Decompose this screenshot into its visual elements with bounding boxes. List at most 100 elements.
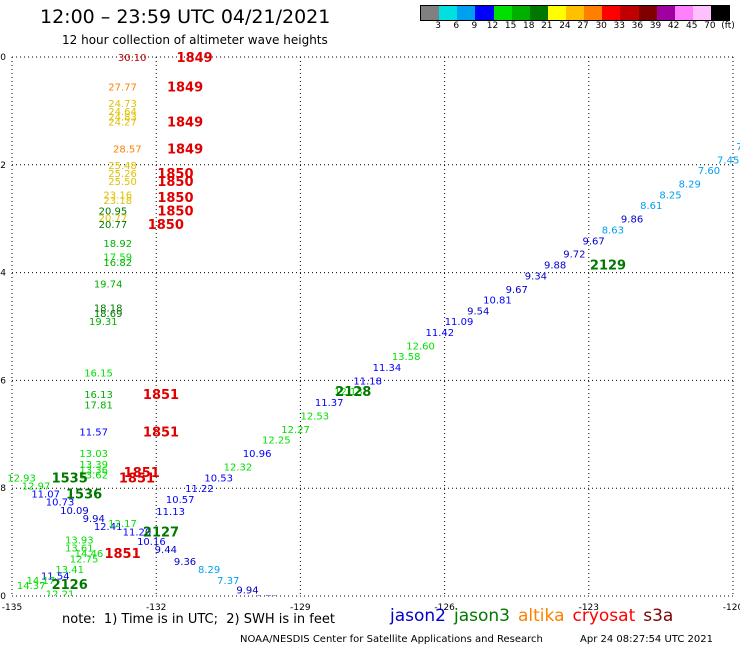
- y-tick-label: -52: [0, 161, 6, 171]
- wave-height-label: 24.73: [108, 99, 137, 110]
- y-tick-label: -50: [0, 53, 6, 63]
- color-swatch: [602, 6, 621, 20]
- color-swatch: [711, 6, 730, 20]
- wave-height-label: 9.67: [582, 236, 604, 247]
- wave-height-label: 16.13: [84, 390, 113, 401]
- color-scale-label: 3: [435, 21, 441, 31]
- wave-height-label: 14.46: [75, 549, 104, 560]
- x-tick-label: -120: [723, 603, 740, 613]
- pass-time-label: 2127: [143, 525, 179, 540]
- wave-height-label: 10.16: [137, 537, 166, 548]
- color-scale-label: 6: [453, 21, 460, 31]
- color-swatch: [493, 6, 512, 20]
- color-swatch: [475, 6, 494, 20]
- footer-timestamp: Apr 24 08:27:54 UTC 2021: [580, 634, 713, 645]
- pass-time-label: 1851: [143, 388, 179, 403]
- wave-height-label: 13.58: [392, 352, 421, 363]
- wave-height-label: 12.27: [281, 425, 310, 436]
- pass-time-label: 1852: [100, 628, 136, 643]
- wave-height-label: 8.29: [679, 180, 701, 191]
- wave-height-label: 30.10: [118, 53, 147, 64]
- wave-height-label: 11.18: [353, 376, 382, 387]
- wave-height-label: 11.22: [185, 484, 214, 495]
- pass-time-label: 1849: [177, 51, 213, 66]
- y-tick-label: -56: [0, 376, 6, 386]
- color-scale-label: 18: [522, 21, 535, 31]
- pass-time-label: 1849: [167, 143, 203, 158]
- pass-time-label: 1850: [148, 218, 184, 233]
- color-scale-label: 9: [471, 21, 478, 31]
- pass-time-label: 1850: [157, 205, 193, 220]
- wave-height-label: 12.21: [46, 589, 75, 600]
- wave-height-label: 16.15: [84, 368, 113, 379]
- color-swatch: [656, 6, 675, 20]
- color-swatch: [529, 6, 548, 20]
- x-tick-label: -126: [434, 603, 455, 613]
- x-tick-label: -129: [290, 603, 311, 613]
- color-scale-label: 39: [649, 21, 662, 31]
- wave-height-label: 24.64: [108, 107, 137, 118]
- wave-height-label: 25.50: [108, 177, 137, 188]
- wave-height-label: 13.62: [79, 471, 108, 482]
- x-tick-label: -132: [146, 603, 166, 613]
- wave-height-label: 11.57: [79, 428, 108, 439]
- wave-height-label: 12.17: [108, 519, 137, 530]
- wave-height-label: 8.29: [198, 565, 220, 576]
- y-tick-label: -58: [0, 484, 6, 494]
- wave-height-label: 8.61: [640, 201, 662, 212]
- color-scale-label: 21: [541, 21, 553, 31]
- legend-s3a: s3a: [643, 606, 674, 626]
- color-scale-label: 70: [704, 21, 716, 31]
- wave-height-label: 10.09: [60, 506, 89, 517]
- pass-time-label: 1850: [157, 191, 193, 206]
- wave-height-label: 9.36: [174, 557, 196, 568]
- wave-height-label: 20.95: [99, 207, 128, 218]
- wave-height-label: 18.18: [94, 304, 123, 315]
- legend-cryosat: cryosat: [572, 606, 636, 626]
- wave-height-label: 9.79: [256, 595, 278, 606]
- satellite-legend: jason2 jason3 altika cryosat s3a: [390, 606, 681, 626]
- y-tick-label: -54: [0, 269, 6, 279]
- color-swatch: [547, 6, 566, 20]
- wave-height-label: 7.82: [736, 142, 740, 153]
- color-swatch: [439, 6, 458, 20]
- legend-jason2: jason2: [390, 606, 446, 626]
- wave-height-label: 9.94: [83, 514, 105, 525]
- wave-height-label: 11.34: [373, 363, 402, 374]
- color-scale-label: 36: [631, 21, 644, 31]
- pass-time-label: 2129: [590, 259, 626, 274]
- wave-height-label: 20.77: [99, 214, 128, 225]
- wave-height-label: 11.09: [445, 317, 474, 328]
- wave-height-label: 23.18: [103, 196, 132, 207]
- wave-height-label: 9.72: [563, 250, 585, 261]
- pass-time-label: 1849: [167, 116, 203, 131]
- page-subtitle: 12 hour collection of altimeter wave hei…: [62, 33, 328, 47]
- color-scale-label: 42: [667, 21, 680, 31]
- wave-height-label: 11.07: [31, 490, 60, 501]
- color-scale-bar: [420, 5, 730, 21]
- pass-time-label: 1535: [52, 471, 88, 486]
- wave-height-label: 11.13: [156, 507, 185, 518]
- wave-height-label: 16.82: [103, 258, 132, 269]
- page-title: 12:00 – 23:59 UTC 04/21/2021: [40, 6, 331, 28]
- wave-height-label: 7.60: [698, 166, 720, 177]
- color-scale-label: 12: [486, 21, 499, 31]
- wave-height-label: 13.61: [65, 543, 94, 554]
- y-tick-label: -60: [0, 592, 6, 602]
- wave-height-label: 13.39: [79, 460, 108, 471]
- pass-time-label: 1850: [157, 175, 193, 190]
- color-swatch: [620, 6, 639, 20]
- wave-height-label: 8.25: [659, 190, 681, 201]
- wave-height-label: 12.13: [334, 387, 363, 398]
- wave-height-label: 12.53: [300, 411, 329, 422]
- color-swatch: [457, 6, 476, 20]
- wave-height-label: 9.44: [155, 545, 177, 556]
- wave-height-label: 13.03: [79, 449, 108, 460]
- wave-height-label: 17.81: [84, 401, 113, 412]
- wave-height-label: 12.97: [22, 482, 51, 493]
- wave-height-label: 27.77: [108, 83, 137, 94]
- pass-time-label: 1536: [66, 488, 102, 503]
- color-scale-label: 45: [686, 21, 698, 31]
- pass-time-label: 1851: [119, 471, 155, 486]
